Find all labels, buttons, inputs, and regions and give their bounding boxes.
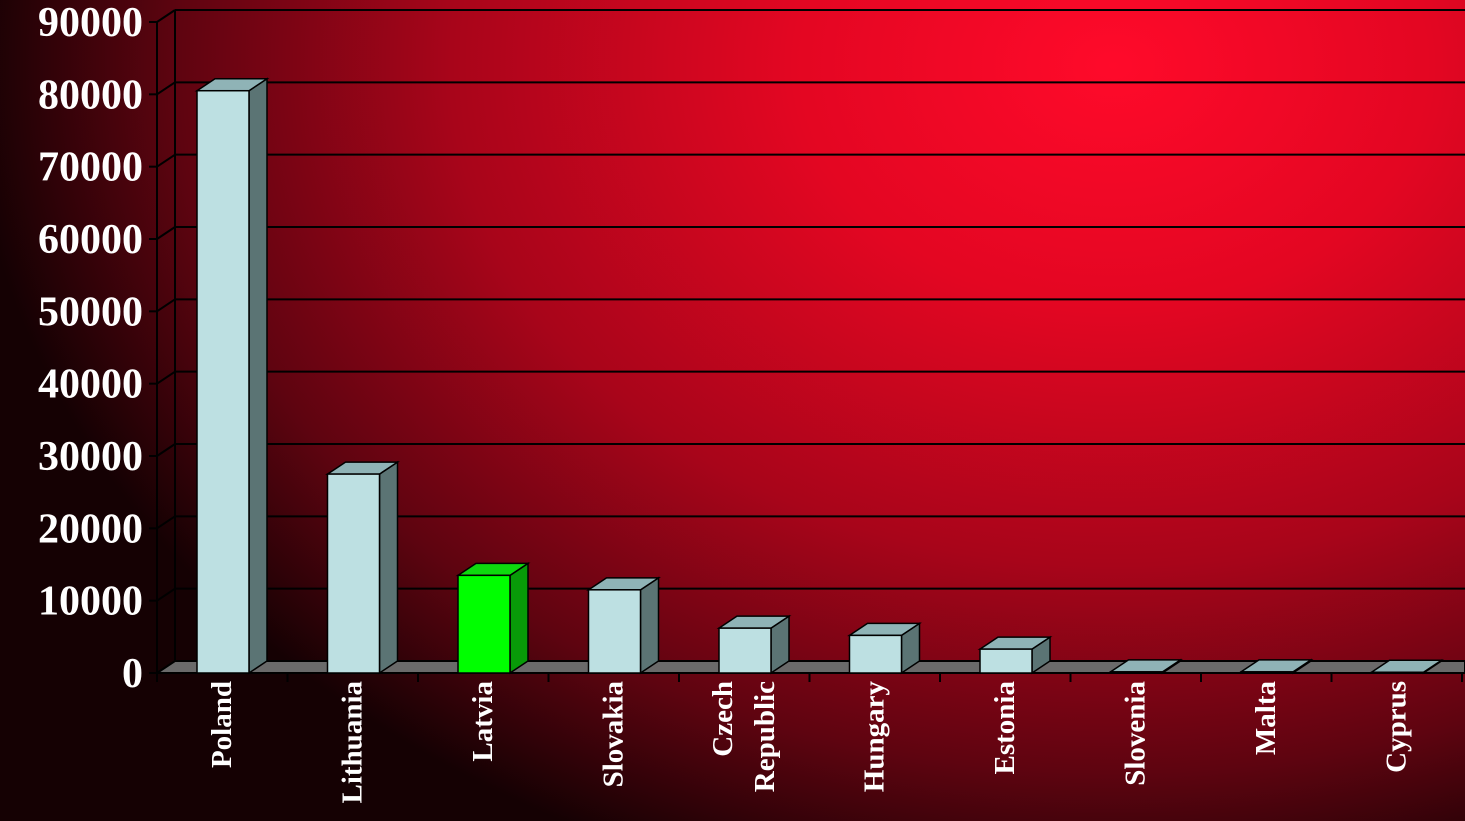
bar-front [457,574,511,674]
y-tick-label: 70000 [38,145,143,191]
x-tick-label: Estonia [989,681,1021,775]
x-tick-label: Latvia [467,681,499,762]
bar-side [248,77,268,675]
x-tick-label: Lithuania [337,681,369,804]
bar-front [1240,671,1294,674]
bar-front [326,473,381,674]
gridline-side [156,515,176,530]
bar-slovenia [1108,658,1183,675]
bar-front [1109,671,1164,674]
y-tick-label: 60000 [38,217,143,263]
bar-poland [194,77,270,675]
x-tick-label: Slovakia [598,681,630,788]
y-tick-label: 10000 [38,579,143,625]
bar-latvia [455,561,531,675]
bar-cyprus [1369,658,1444,675]
bar-side [378,460,399,675]
gridline-side [156,9,176,23]
x-tick-label: Cyprus [1381,681,1413,773]
bar-lithuania [325,460,400,675]
x-tick-label: Slovenia [1120,681,1152,786]
bar-front [848,634,903,674]
bar-estonia [977,635,1053,675]
y-tick-label: 30000 [38,434,143,480]
x-tick-label: Republic [749,681,781,792]
bar-side [509,561,529,675]
y-tick-label: 80000 [38,72,143,118]
y-tick-label: 20000 [38,506,143,552]
x-tick-label: Malta [1250,681,1282,756]
bar-czech-republic [716,614,792,675]
gridline-side [156,153,176,168]
bar-front [587,589,642,674]
y-tick-label: 90000 [38,0,143,46]
x-tick-label: Czech [707,681,739,757]
gridline-side [156,587,176,602]
x-tick-label: Hungary [859,681,891,793]
bar-hungary [847,621,922,675]
gridline-side [156,226,176,240]
gridline-side [156,81,176,96]
gridline-side [156,370,176,385]
x-tick-label: Poland [206,681,238,768]
bar-front [979,648,1033,674]
y-tick-label: 40000 [38,362,143,408]
bar-malta [1238,658,1314,675]
bar-front [196,89,250,674]
y-tick-label: 50000 [38,289,143,335]
bar-side [639,576,660,675]
bar-front [718,627,772,674]
bar-front [1370,671,1425,674]
gridline-side [156,443,176,457]
bar-slovakia [586,576,661,675]
gridline-side [156,298,176,313]
y-tick-label: 0 [122,651,143,697]
